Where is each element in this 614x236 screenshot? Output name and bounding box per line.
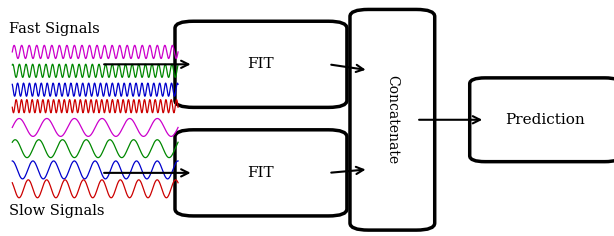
Text: Fast Signals: Fast Signals	[9, 22, 100, 37]
Text: FIT: FIT	[247, 166, 274, 180]
FancyBboxPatch shape	[175, 130, 347, 216]
FancyBboxPatch shape	[175, 21, 347, 107]
Text: Prediction: Prediction	[505, 113, 585, 127]
FancyBboxPatch shape	[470, 78, 614, 162]
Text: FIT: FIT	[247, 57, 274, 71]
Text: Concatenate: Concatenate	[386, 75, 399, 164]
Text: Slow Signals: Slow Signals	[9, 204, 105, 218]
FancyBboxPatch shape	[350, 9, 435, 230]
